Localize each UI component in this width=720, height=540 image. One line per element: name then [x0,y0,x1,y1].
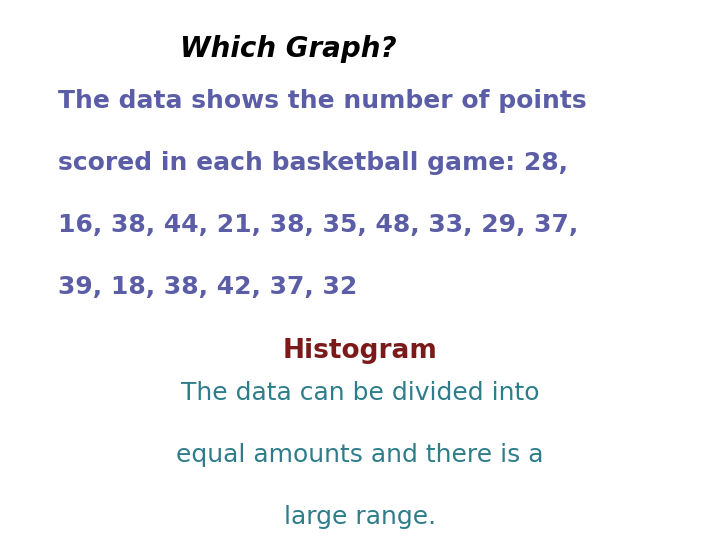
Text: Histogram: Histogram [282,338,438,363]
Text: scored in each basketball game: 28,: scored in each basketball game: 28, [58,151,567,175]
Text: equal amounts and there is a: equal amounts and there is a [176,443,544,467]
Text: The data shows the number of points: The data shows the number of points [58,89,586,113]
Text: Which Graph?: Which Graph? [180,35,396,63]
Text: large range.: large range. [284,505,436,529]
Text: 16, 38, 44, 21, 38, 35, 48, 33, 29, 37,: 16, 38, 44, 21, 38, 35, 48, 33, 29, 37, [58,213,578,237]
Text: 39, 18, 38, 42, 37, 32: 39, 18, 38, 42, 37, 32 [58,275,357,299]
Text: The data can be divided into: The data can be divided into [181,381,539,404]
